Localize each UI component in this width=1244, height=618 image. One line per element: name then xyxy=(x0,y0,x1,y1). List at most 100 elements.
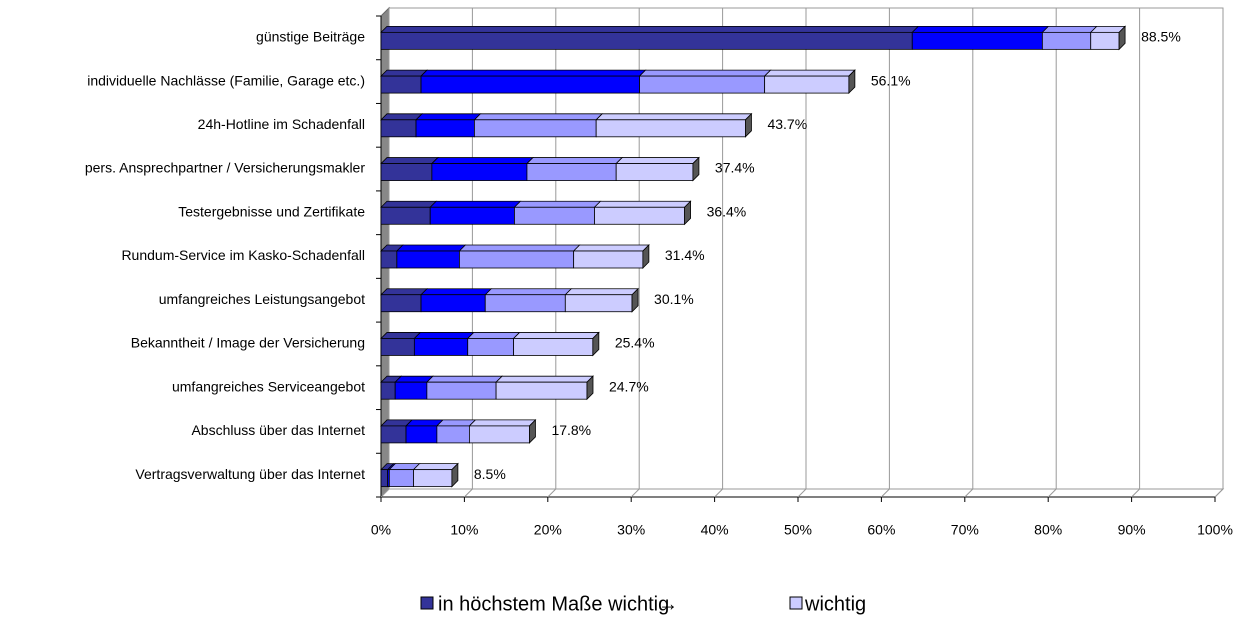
bar-end xyxy=(692,156,700,182)
bar xyxy=(415,119,475,138)
bar xyxy=(595,119,746,138)
bar xyxy=(380,425,407,444)
bar xyxy=(474,119,597,138)
bar xyxy=(436,425,470,444)
bar-top xyxy=(638,69,772,77)
grid-line-floor xyxy=(1214,488,1224,498)
bar xyxy=(1041,31,1092,50)
y-tick-label: Vertragsverwaltung über das Internet xyxy=(135,466,365,482)
bar xyxy=(380,163,433,181)
bar-top xyxy=(380,288,428,296)
x-tick-label: 60% xyxy=(867,522,895,538)
bar-end xyxy=(684,200,691,226)
bar-end xyxy=(745,112,752,138)
bar-top xyxy=(458,244,581,252)
bar xyxy=(380,75,422,94)
grid-line-floor xyxy=(464,488,473,498)
bar xyxy=(420,294,486,313)
bar-end xyxy=(451,462,459,488)
bar xyxy=(380,381,396,400)
bar-top xyxy=(435,419,477,427)
total-label: 31.4% xyxy=(665,247,705,263)
bar-top xyxy=(420,288,493,296)
bar-top xyxy=(484,288,573,296)
bar-top xyxy=(429,200,522,208)
bar xyxy=(1090,31,1120,50)
grid-line-floor xyxy=(964,488,974,498)
bar-top xyxy=(380,157,439,164)
x-tick-label: 80% xyxy=(1034,522,1062,538)
bar xyxy=(615,163,694,181)
grid-line-floor xyxy=(1131,488,1140,498)
bar xyxy=(380,206,431,225)
y-tick-label: umfangreiches Serviceangebot xyxy=(172,378,365,394)
bar-end xyxy=(631,287,639,313)
bar-top xyxy=(468,419,537,427)
bar-top xyxy=(595,113,753,121)
total-label: 56.1% xyxy=(871,72,911,88)
x-tick-label: 20% xyxy=(534,522,562,538)
total-label: 17.8% xyxy=(551,422,591,438)
bar-top xyxy=(380,69,428,77)
y-tick-label: umfangreiches Leistungsangebot xyxy=(159,291,365,307)
bar xyxy=(388,469,414,488)
grid-line-floor xyxy=(881,488,890,498)
x-tick-label: 70% xyxy=(951,522,979,538)
bar-top xyxy=(420,69,647,77)
x-tick-label: 100% xyxy=(1197,522,1233,538)
bar xyxy=(431,163,528,181)
x-tick-label: 10% xyxy=(450,522,478,538)
bar xyxy=(526,163,617,181)
bar-top xyxy=(380,25,920,33)
bar-top xyxy=(380,332,422,339)
bar xyxy=(495,381,588,400)
grid-line-floor xyxy=(630,488,640,498)
x-tick-label: 30% xyxy=(617,522,645,538)
bar xyxy=(764,75,850,94)
bar-top xyxy=(380,200,438,208)
bar-top xyxy=(564,288,639,296)
legend-label: in höchstem Maße wichtig xyxy=(438,593,669,615)
bar-top xyxy=(512,332,600,339)
bar xyxy=(564,294,633,313)
y-tick-label: günstige Beiträge xyxy=(256,29,365,45)
bar xyxy=(467,338,515,356)
bar-top xyxy=(430,157,534,164)
grid-line-floor xyxy=(714,488,723,498)
grid-line-floor xyxy=(797,488,807,498)
x-tick-label: 40% xyxy=(701,522,729,538)
bar xyxy=(380,338,415,356)
bar xyxy=(514,206,595,225)
bar-end xyxy=(592,331,600,357)
bar xyxy=(380,119,417,138)
legend-label: wichtig xyxy=(804,593,866,615)
bar xyxy=(420,75,640,94)
bar xyxy=(458,250,575,269)
grid-line-floor xyxy=(380,488,390,498)
grid-line-floor xyxy=(1047,488,1057,498)
bar-top xyxy=(495,375,594,383)
bar-end xyxy=(586,375,594,401)
bar xyxy=(639,75,766,94)
y-tick-label: Bekanntheit / Image der Versicherung xyxy=(131,335,365,351)
y-tick-label: Abschluss über das Internet xyxy=(191,422,365,438)
total-label: 24.7% xyxy=(609,378,649,394)
y-tick-label: Rundum-Service im Kasko-Schadenfall xyxy=(121,247,365,263)
x-tick-label: 50% xyxy=(784,522,812,538)
y-tick-label: 24h-Hotline im Schadenfall xyxy=(198,116,365,132)
bar-end xyxy=(529,418,536,444)
bar-top xyxy=(763,69,856,77)
bar-top xyxy=(593,200,692,208)
total-label: 88.5% xyxy=(1141,29,1181,45)
x-tick-label: 0% xyxy=(371,522,391,538)
bar-end xyxy=(642,244,650,269)
legend-swatch xyxy=(420,596,434,610)
total-label: 37.4% xyxy=(715,160,755,176)
bar xyxy=(426,381,497,400)
bar xyxy=(573,250,644,269)
bar-top xyxy=(466,332,521,339)
bar xyxy=(594,206,685,225)
bar-top xyxy=(413,332,475,339)
bar xyxy=(394,381,428,400)
